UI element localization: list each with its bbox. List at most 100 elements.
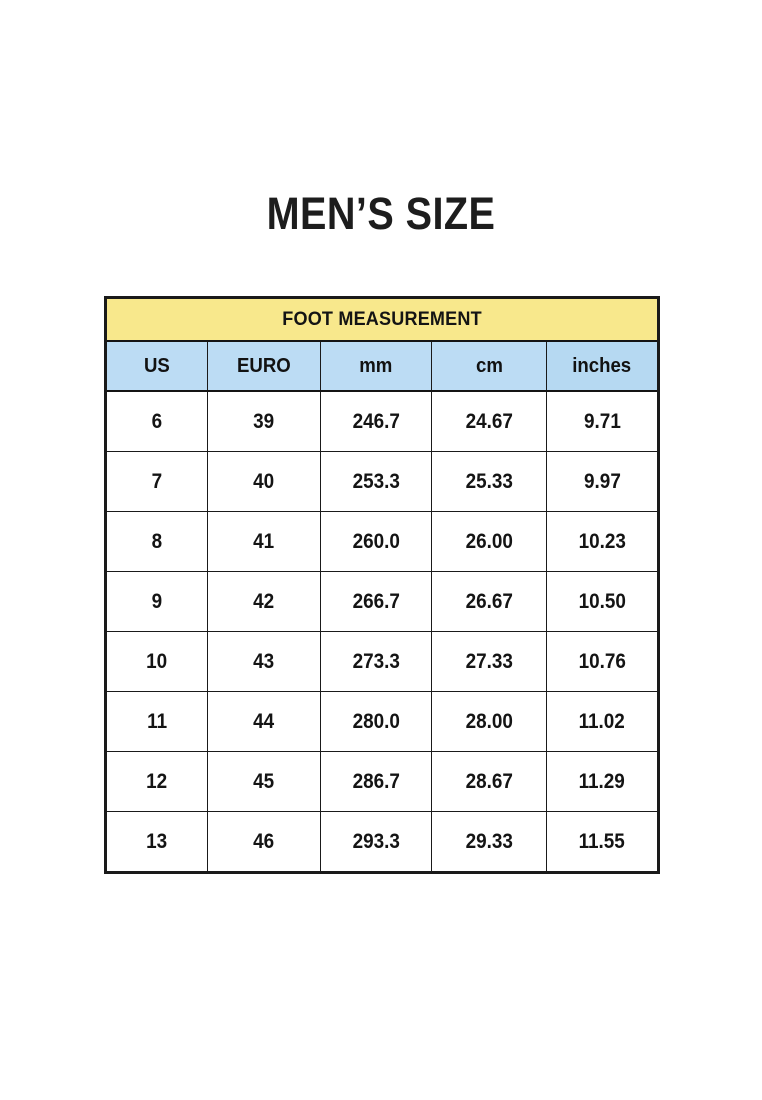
table-cell-us: 8 [105, 511, 208, 572]
table-cell-inches: 10.76 [545, 631, 660, 692]
table-cell-mm: 253.3 [320, 451, 432, 512]
table-cell-value: 9.71 [583, 409, 621, 433]
table-cell-value: 10.23 [578, 529, 626, 553]
table-cell-value: 40 [253, 469, 275, 493]
column-header-us-label: US [144, 354, 170, 377]
table-cell-value: 29.33 [465, 829, 513, 853]
table-cell-mm: 260.0 [320, 511, 432, 572]
table-cell-value: 42 [253, 589, 275, 613]
table-banner-row: FOOT MEASUREMENT [104, 297, 660, 342]
table-cell-value: 10.50 [578, 589, 626, 613]
table-cell-cm: 24.67 [431, 390, 547, 452]
table-cell-cm: 26.00 [431, 511, 547, 572]
table-cell-us: 7 [105, 451, 208, 512]
table-cell-euro: 40 [207, 451, 321, 512]
table-cell-euro: 45 [207, 751, 321, 812]
column-header-inches: inches [545, 340, 660, 392]
table-cell-mm: 286.7 [320, 751, 432, 812]
table-cell-value: 9.97 [583, 469, 621, 493]
table-row: 13 46 293.3 29.33 11.55 [105, 811, 660, 873]
table-cell-value: 41 [253, 529, 275, 553]
table-head: FOOT MEASUREMENT US EURO mm cm inches [104, 297, 660, 392]
table-row: 10 43 273.3 27.33 10.76 [105, 631, 660, 692]
table-cell-value: 6 [151, 409, 163, 433]
table-cell-value: 13 [146, 829, 168, 853]
table-cell-cm: 26.67 [431, 571, 547, 632]
table-cell-value: 273.3 [352, 649, 400, 673]
table-cell-value: 27.33 [465, 649, 513, 673]
table-cell-value: 280.0 [352, 709, 400, 733]
table-cell-us: 11 [105, 691, 208, 752]
table-cell-mm: 293.3 [320, 811, 432, 873]
table-cell-cm: 27.33 [431, 631, 547, 692]
column-header-euro-label: EURO [237, 354, 291, 377]
table-cell-us: 9 [105, 571, 208, 632]
table-cell-cm: 25.33 [431, 451, 547, 512]
table-cell-us: 12 [105, 751, 208, 812]
table-cell-value: 28.00 [465, 709, 513, 733]
table-cell-value: 44 [253, 709, 275, 733]
table-cell-value: 45 [253, 769, 275, 793]
table-cell-inches: 9.97 [545, 451, 660, 512]
table-row: 11 44 280.0 28.00 11.02 [105, 691, 660, 752]
table-cell-value: 43 [253, 649, 275, 673]
page-title: MEN’S SIZE [266, 188, 496, 239]
table-cell-value: 286.7 [352, 769, 400, 793]
table-cell-value: 28.67 [465, 769, 513, 793]
table-cell-inches: 10.23 [545, 511, 660, 572]
table-cell-mm: 246.7 [320, 390, 432, 452]
table-header-row: US EURO mm cm inches [105, 340, 660, 392]
table-cell-euro: 44 [207, 691, 321, 752]
table-cell-mm: 280.0 [320, 691, 432, 752]
column-header-cm: cm [431, 340, 547, 392]
table-cell-euro: 46 [207, 811, 321, 873]
table-cell-value: 11.29 [578, 769, 626, 793]
table-cell-mm: 273.3 [320, 631, 432, 692]
table-row: 8 41 260.0 26.00 10.23 [105, 511, 660, 572]
table-row: 12 45 286.7 28.67 11.29 [105, 751, 660, 812]
table-cell-value: 7 [151, 469, 163, 493]
table-cell-value: 12 [146, 769, 168, 793]
table-cell-value: 9 [151, 589, 163, 613]
table-cell-value: 26.67 [465, 589, 513, 613]
table-row: 9 42 266.7 26.67 10.50 [105, 571, 660, 632]
table-cell-value: 293.3 [352, 829, 400, 853]
table-cell-inches: 10.50 [545, 571, 660, 632]
table-cell-mm: 266.7 [320, 571, 432, 632]
banner-label: FOOT MEASUREMENT [282, 308, 482, 330]
table-cell-value: 10.76 [578, 649, 626, 673]
table-cell-value: 26.00 [465, 529, 513, 553]
table-cell-value: 39 [253, 409, 275, 433]
table-cell-us: 13 [105, 811, 208, 873]
table-cell-cm: 28.67 [431, 751, 547, 812]
table-cell-euro: 43 [207, 631, 321, 692]
table-cell-value: 46 [253, 829, 275, 853]
table-cell-value: 11.02 [578, 709, 626, 733]
table-cell-us: 10 [105, 631, 208, 692]
table-cell-cm: 29.33 [431, 811, 547, 873]
table-cell-value: 253.3 [352, 469, 400, 493]
table-cell-euro: 42 [207, 571, 321, 632]
column-header-cm-label: cm [475, 354, 503, 377]
table-cell-value: 10 [146, 649, 168, 673]
table-cell-cm: 28.00 [431, 691, 547, 752]
table-row: 7 40 253.3 25.33 9.97 [105, 451, 660, 512]
table-cell-value: 11.55 [578, 829, 626, 853]
table-cell-value: 246.7 [352, 409, 400, 433]
table-cell-inches: 11.29 [545, 751, 660, 812]
table-cell-euro: 39 [207, 390, 321, 452]
table-body: 6 39 246.7 24.67 9.71 7 40 253.3 25.33 9.97 8 41 260… [105, 390, 660, 873]
table-cell-value: 260.0 [352, 529, 400, 553]
table-cell-value: 24.67 [465, 409, 513, 433]
table-cell-inches: 9.71 [545, 390, 660, 452]
table-cell-euro: 41 [207, 511, 321, 572]
banner-cell-foot-measurement: FOOT MEASUREMENT [104, 297, 660, 342]
size-chart-table: FOOT MEASUREMENT US EURO mm cm inches [104, 296, 661, 874]
table-cell-us: 6 [105, 390, 208, 452]
column-header-mm: mm [320, 340, 432, 392]
table-row: 6 39 246.7 24.67 9.71 [105, 390, 660, 452]
size-chart-container: FOOT MEASUREMENT US EURO mm cm inches [104, 296, 661, 874]
column-header-euro: EURO [207, 340, 321, 392]
table-cell-inches: 11.02 [545, 691, 660, 752]
column-header-inches-label: inches [572, 354, 632, 377]
